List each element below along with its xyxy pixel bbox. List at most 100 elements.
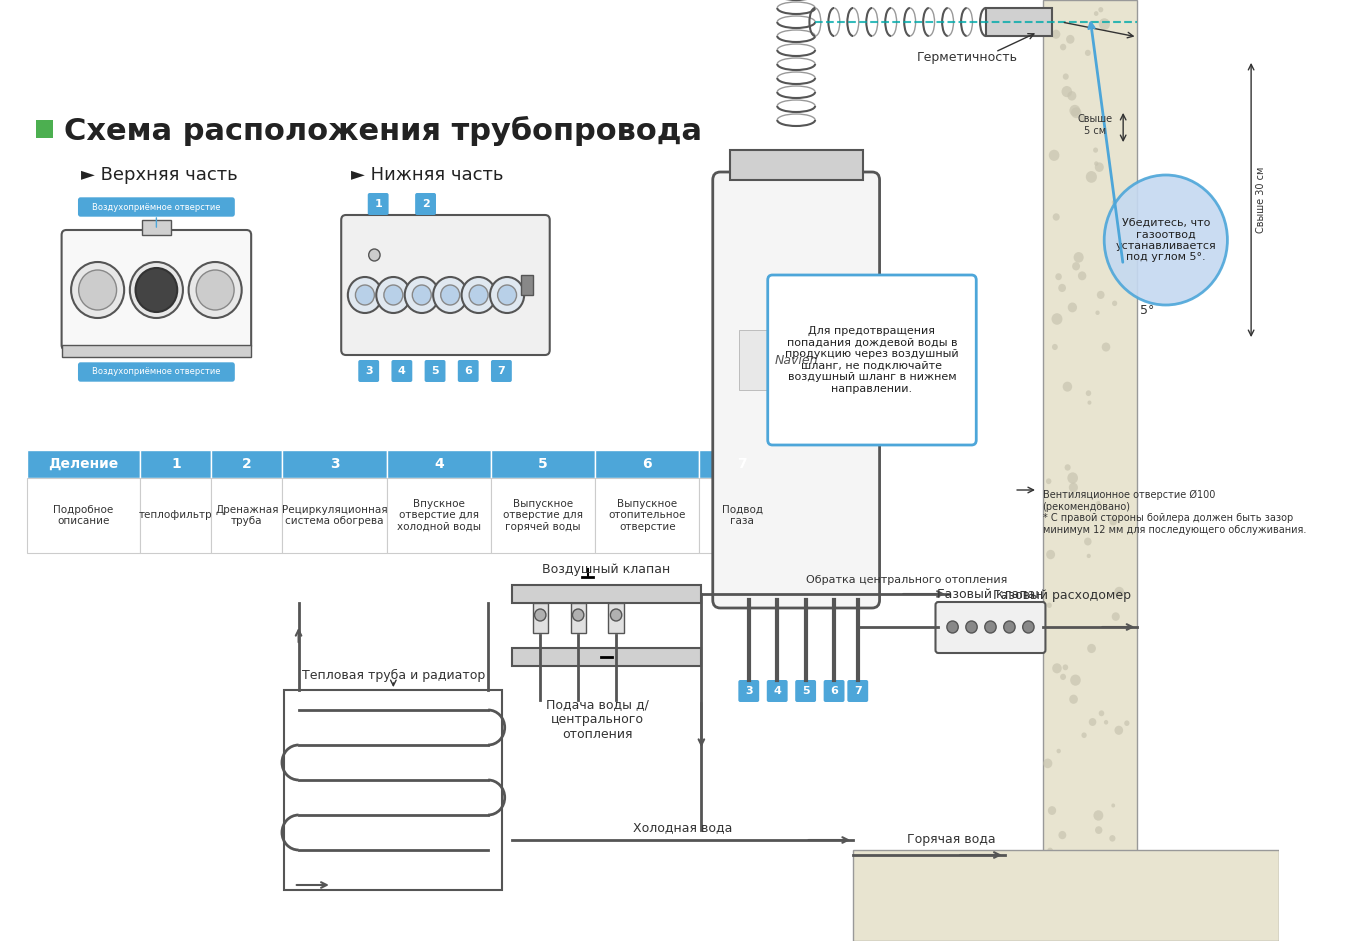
Bar [521, 275, 533, 295]
Circle shape [1105, 873, 1116, 885]
Circle shape [610, 609, 622, 621]
FancyBboxPatch shape [62, 230, 251, 350]
FancyBboxPatch shape [712, 172, 880, 608]
Circle shape [1102, 343, 1110, 352]
Text: Горячая вода: Горячая вода [907, 834, 996, 847]
Circle shape [1052, 343, 1058, 350]
Circle shape [1052, 30, 1060, 39]
Text: 3: 3 [745, 686, 753, 696]
Circle shape [1095, 163, 1103, 172]
Circle shape [1063, 73, 1068, 80]
Text: Для предотвращения
попадания дождевой воды в
продукцию через воздушный
шланг, не: Для предотвращения попадания дождевой во… [785, 326, 959, 394]
Circle shape [1043, 758, 1052, 768]
Circle shape [441, 285, 460, 305]
Circle shape [1067, 91, 1077, 101]
Circle shape [1055, 865, 1066, 875]
Circle shape [1071, 903, 1082, 915]
Circle shape [1114, 587, 1124, 598]
FancyBboxPatch shape [359, 360, 379, 382]
Bar [36, 120, 53, 138]
Text: 6: 6 [830, 686, 838, 696]
Circle shape [1077, 873, 1081, 879]
Circle shape [1072, 885, 1082, 894]
Bar [853, 850, 1279, 941]
Bar [730, 150, 862, 180]
Bar [986, 8, 1052, 36]
Circle shape [355, 285, 375, 305]
Bar [700, 450, 785, 478]
Text: ► Нижняя часть: ► Нижняя часть [351, 166, 503, 184]
Circle shape [1078, 271, 1086, 280]
Circle shape [1095, 826, 1102, 834]
Circle shape [1063, 906, 1070, 914]
Text: 7: 7 [738, 457, 747, 471]
Circle shape [1060, 674, 1066, 680]
Circle shape [1109, 518, 1117, 525]
Text: Navien: Navien [774, 354, 817, 366]
Text: Рециркуляционная
система обогрева: Рециркуляционная система обогрева [282, 504, 387, 526]
Circle shape [1064, 464, 1071, 470]
Text: Герметичность: Герметичность [916, 51, 1017, 63]
Bar [282, 478, 387, 553]
Circle shape [1045, 478, 1051, 485]
Bar [595, 450, 700, 478]
Text: теплофильтр: теплофильтр [139, 511, 213, 520]
Circle shape [1094, 810, 1103, 821]
FancyBboxPatch shape [78, 363, 235, 381]
Text: 2: 2 [422, 199, 429, 209]
Circle shape [1086, 391, 1091, 396]
Circle shape [490, 277, 525, 313]
FancyBboxPatch shape [425, 360, 445, 382]
Circle shape [135, 268, 177, 312]
Circle shape [1060, 44, 1066, 51]
Circle shape [1052, 663, 1062, 674]
Text: 7: 7 [498, 366, 506, 376]
Text: Выпускное
отопительное
отверстие: Выпускное отопительное отверстие [608, 499, 687, 532]
FancyBboxPatch shape [768, 275, 977, 445]
Circle shape [1093, 148, 1098, 152]
Circle shape [348, 277, 382, 313]
Circle shape [985, 621, 996, 633]
Circle shape [1047, 550, 1055, 559]
Circle shape [1048, 150, 1059, 161]
Text: Свыше 30 см: Свыше 30 см [1256, 167, 1265, 233]
FancyBboxPatch shape [415, 193, 436, 215]
FancyBboxPatch shape [491, 360, 511, 382]
Circle shape [947, 621, 958, 633]
Circle shape [1087, 644, 1095, 653]
Text: Дренажная
труба: Дренажная труба [214, 504, 279, 526]
Circle shape [1066, 35, 1075, 43]
Circle shape [1118, 898, 1129, 908]
Bar [511, 648, 701, 666]
Text: Убедитесь, что
газоотвод
устанавливается
под углом 5°.: Убедитесь, что газоотвод устанавливается… [1116, 217, 1217, 263]
Text: 5: 5 [801, 686, 809, 696]
Text: Выпускное
отверстие для
горячей воды: Выпускное отверстие для горячей воды [503, 499, 583, 532]
Text: 2: 2 [241, 457, 252, 471]
Circle shape [78, 270, 116, 310]
FancyBboxPatch shape [738, 680, 759, 702]
FancyBboxPatch shape [824, 680, 844, 702]
Circle shape [1112, 613, 1120, 621]
Text: 7: 7 [854, 686, 862, 696]
Text: Свыше
5 см: Свыше 5 см [1077, 114, 1113, 136]
FancyBboxPatch shape [935, 602, 1045, 653]
Text: Газовый клапан: Газовый клапан [938, 588, 1044, 601]
Circle shape [572, 609, 584, 621]
FancyBboxPatch shape [368, 193, 389, 215]
Circle shape [1048, 806, 1056, 815]
Text: 4: 4 [434, 457, 444, 471]
Text: 4: 4 [773, 686, 781, 696]
Circle shape [1112, 804, 1116, 807]
FancyBboxPatch shape [847, 680, 869, 702]
Text: Вентиляционное отверстие Ø100
(рекомендовано)
* С правой стороны бойлера должен : Вентиляционное отверстие Ø100 (рекомендо… [1043, 490, 1306, 535]
Circle shape [71, 262, 124, 318]
Circle shape [1074, 252, 1083, 263]
Bar [1043, 0, 1137, 941]
Bar [491, 478, 595, 553]
Circle shape [1094, 11, 1098, 16]
Circle shape [1051, 313, 1063, 325]
Circle shape [1103, 720, 1109, 725]
Bar [140, 450, 212, 478]
Bar [739, 330, 853, 390]
Circle shape [1114, 240, 1122, 249]
